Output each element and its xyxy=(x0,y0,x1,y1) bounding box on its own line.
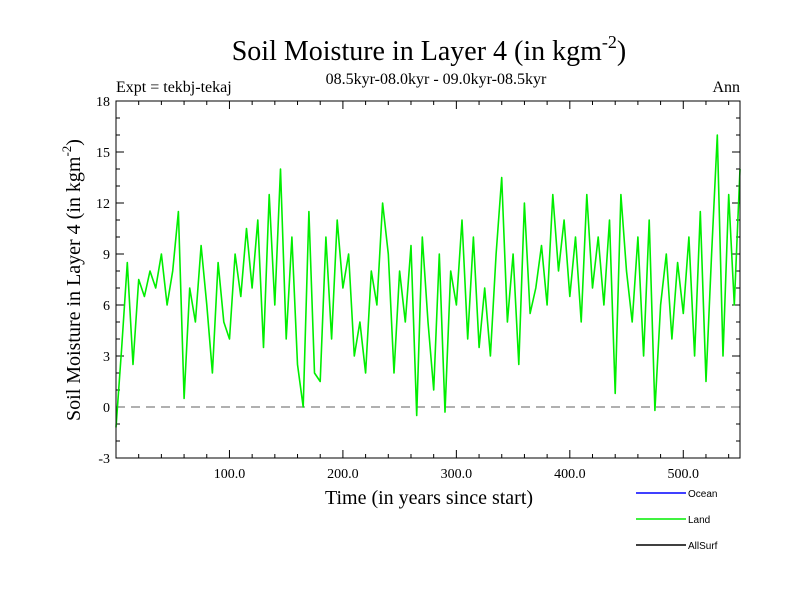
x-tick-label: 400.0 xyxy=(554,467,586,482)
chart-title: Soil Moisture in Layer 4 (in kgm-2) xyxy=(232,32,627,67)
x-tick-label: 300.0 xyxy=(441,467,473,482)
plot-frame xyxy=(115,100,741,459)
x-tick-label: 200.0 xyxy=(327,467,359,482)
chart-subtitle: 08.5kyr-08.0kyr - 09.0kyr-08.5kyr xyxy=(326,71,547,88)
legend-label-ocean: Ocean xyxy=(688,489,717,500)
x-axis-label: Time (in years since start) xyxy=(325,487,533,509)
y-tick-label: 9 xyxy=(103,248,110,263)
y-tick-label: 18 xyxy=(96,95,110,110)
legend-label-allsurf: AllSurf xyxy=(688,541,718,552)
legend-label-land: Land xyxy=(688,515,710,526)
series-line-land xyxy=(115,134,741,428)
season-label: Ann xyxy=(712,79,740,96)
y-tick-label: 15 xyxy=(96,146,110,161)
y-tick-label: 3 xyxy=(103,350,110,365)
x-tick-label: 500.0 xyxy=(668,467,700,482)
y-tick-label: -3 xyxy=(98,452,110,467)
x-tick-label: 100.0 xyxy=(214,467,246,482)
y-tick-label: 0 xyxy=(103,401,110,416)
series-group xyxy=(115,134,741,428)
axis-tick-labels: -3 0 3 6 9 12 15 18 100.0 200.0 300.0 400.0 500.0 xyxy=(96,95,699,482)
y-tick-label: 12 xyxy=(96,197,110,212)
y-axis-label: Soil Moisture in Layer 4 (in kgm-2) xyxy=(59,139,85,421)
legend: Ocean Land AllSurf xyxy=(636,489,718,552)
expt-label: Expt = tekbj-tekaj xyxy=(116,79,232,96)
y-tick-label: 6 xyxy=(103,299,110,314)
